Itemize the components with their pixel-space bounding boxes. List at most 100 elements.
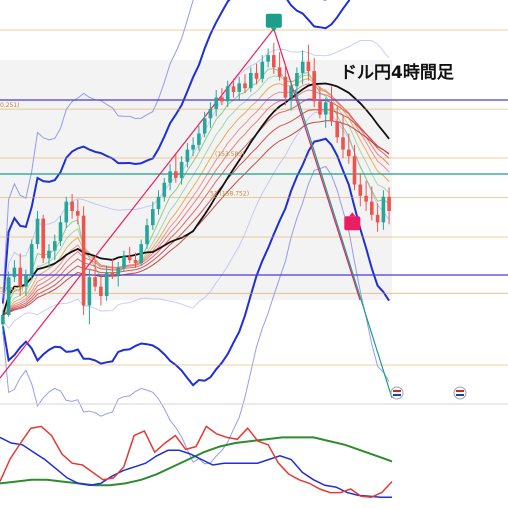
candle-body [145,225,149,245]
oscillator-pane [0,403,508,498]
candle-body [381,196,386,223]
ema-ribbon-line-3 [2,78,390,316]
candle-body [295,73,299,87]
candle-body [12,267,17,278]
candle-body [35,218,40,245]
candle-body [237,83,241,92]
candle-body [191,144,195,150]
candle-body [272,55,276,68]
candle-body [185,149,190,162]
ema-ribbon-line-1 [2,68,390,316]
fib-label-3: 51 (158.752) [210,191,249,198]
candle-body [243,83,247,89]
sma-midline [2,82,390,316]
candle-body [266,55,270,62]
oscillator-green-line [0,436,393,487]
candle-body [341,137,345,150]
oscillator-red-line [0,425,393,498]
candle-body [156,196,161,210]
candle-body [29,244,34,276]
candle-body [6,277,11,315]
candle-body [364,195,368,202]
event-flag-stripe-2 [456,390,464,392]
chart-title: ドル円4時間足 [340,62,454,83]
candle-body [335,121,339,138]
candle-body [76,211,80,216]
candle-body [122,256,126,268]
ema-ribbon-line-6 [2,98,390,316]
event-flag-stripe-b-1 [393,394,401,396]
event-flag-stripe-b-2 [456,394,464,396]
candle-body [151,209,155,226]
candle-body [133,260,138,263]
candle-body [87,277,92,306]
candle-body [318,101,322,115]
candle-body [81,215,86,306]
fib-label-2: (153.583) [215,151,245,158]
candle-body [162,182,167,197]
candle-body [53,241,57,251]
candle-body [202,118,207,134]
candle-body [64,201,69,223]
candle-body [323,102,328,115]
candle-body [225,86,230,102]
fib-label-4: 57.657) [0,286,23,293]
candle-body [260,61,265,79]
main-pane: 0.251) (153.583) 51 (158.752) 57.657) [0,0,508,465]
event-flag-stripe-1 [393,390,401,392]
candle-body [41,218,45,259]
candle-body [329,102,334,122]
ema-ribbon-line-5 [2,89,390,316]
candle-body [289,86,293,98]
candle-body [116,267,120,276]
event-flag-icon-2 [453,386,467,400]
candle-body [358,184,363,196]
candle-body [99,286,103,296]
candle-body [347,149,351,157]
candle-body [70,201,74,211]
candle-body [231,86,236,92]
candle-body [312,71,316,102]
candle-body [104,272,109,296]
candle-body [139,244,143,263]
trendline-teal [294,89,393,399]
candle-body [168,171,172,183]
candle-body [300,61,305,73]
candle-body [24,275,28,287]
candle-body [174,171,178,178]
candle-body [249,73,253,89]
candle-body [1,315,5,325]
bollinger-band-4 [2,165,390,465]
candle-body [110,272,115,276]
bottom-marker [344,216,361,231]
event-flag-icon-1 [390,386,404,400]
candle-body [375,214,380,223]
bollinger-band-3 [2,0,327,298]
candle-body [58,222,63,242]
candle-body [197,133,201,145]
candle-body [283,76,288,98]
candle-body [220,97,224,102]
candle-body [214,97,218,109]
oscillator-blue-line [0,436,392,498]
trendline-down [273,28,361,301]
candle-body [208,108,213,119]
candle-body [387,196,391,211]
candle-body [127,256,132,261]
candle-body [179,161,184,178]
fib-label-1: 0.251) [0,102,20,109]
candle-body [254,73,259,79]
candle-body [93,277,97,287]
candle-body [18,267,22,287]
top-marker [265,13,282,28]
bottom-marker-pointer [349,212,356,217]
bollinger-band-1 [1,0,351,304]
candle-body [352,156,357,185]
bollinger-band-2 [1,137,390,387]
top-marker-pointer [270,27,277,32]
candle-body [47,250,51,259]
candle-body [277,67,282,77]
candle-body [306,61,311,72]
candle-body [370,201,374,215]
